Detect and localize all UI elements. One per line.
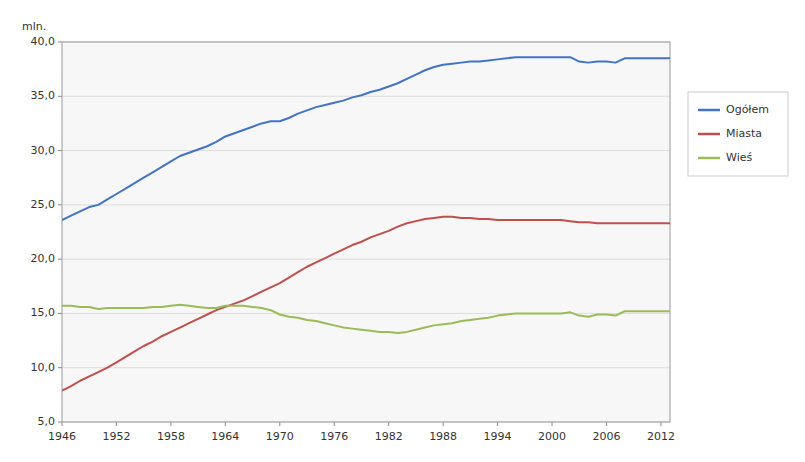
- y-tick: [58, 259, 62, 260]
- y-tick: [58, 96, 62, 97]
- x-tick-label: 1976: [320, 430, 348, 443]
- y-tick-label: 10,0: [31, 361, 56, 374]
- plot-area: [62, 42, 670, 422]
- x-tick-label: 1952: [102, 430, 130, 443]
- x-tick-label: 1970: [266, 430, 294, 443]
- y-tick: [58, 42, 62, 43]
- x-tick: [497, 422, 498, 426]
- legend-label: Miasta: [726, 127, 762, 140]
- grid-line: [62, 313, 670, 314]
- x-tick: [606, 422, 607, 426]
- legend-swatch: [698, 109, 720, 112]
- x-tick: [279, 422, 280, 426]
- y-tick-label: 5,0: [38, 415, 56, 428]
- legend-swatch: [698, 133, 720, 136]
- y-tick: [58, 313, 62, 314]
- y-tick-label: 40,0: [31, 35, 56, 48]
- x-tick: [552, 422, 553, 426]
- x-tick: [116, 422, 117, 426]
- grid-line: [62, 96, 670, 97]
- x-tick: [388, 422, 389, 426]
- y-tick-label: 25,0: [31, 198, 56, 211]
- grid-line: [62, 150, 670, 151]
- y-tick-label: 30,0: [31, 144, 56, 157]
- axes: 5,0 10,0 15,0 20,0 25,0 30,0 35,0 40,0 1946 1952 1…: [31, 35, 675, 443]
- series-line: [62, 217, 670, 391]
- grid-line: [62, 204, 670, 205]
- grid: [62, 42, 670, 422]
- y-tick: [58, 150, 62, 151]
- x-tick-label: 1988: [429, 430, 457, 443]
- x-tick-label: 1958: [157, 430, 185, 443]
- x-tick: [170, 422, 171, 426]
- legend: Ogółem Miasta Wieś: [688, 92, 788, 176]
- grid-line: [62, 259, 670, 260]
- series-line: [62, 305, 670, 333]
- plot-frame: [62, 42, 670, 422]
- y-axis-label: mln.: [22, 20, 46, 33]
- x-tick: [62, 422, 63, 426]
- x-tick: [334, 422, 335, 426]
- legend-label: Wieś: [726, 151, 752, 164]
- legend-label: Ogółem: [726, 103, 769, 116]
- series-line: [62, 57, 670, 220]
- x-tick-label: 1964: [211, 430, 239, 443]
- series-group: [62, 57, 670, 390]
- grid-line: [62, 367, 670, 368]
- y-tick: [58, 422, 62, 423]
- chart: 5,0 10,0 15,0 20,0 25,0 30,0 35,0 40,0 1946 1952 1…: [0, 0, 805, 462]
- x-tick-label: 2012: [647, 430, 675, 443]
- y-tick: [58, 367, 62, 368]
- y-tick-label: 15,0: [31, 306, 56, 319]
- x-tick-label: 1982: [375, 430, 403, 443]
- y-tick: [58, 204, 62, 205]
- x-tick: [443, 422, 444, 426]
- x-tick-label: 1946: [48, 430, 76, 443]
- x-tick-label: 1994: [484, 430, 512, 443]
- y-tick-label: 35,0: [31, 89, 56, 102]
- legend-swatch: [698, 157, 720, 160]
- x-tick-label: 2000: [538, 430, 566, 443]
- legend-box: [688, 92, 788, 176]
- x-tick: [660, 422, 661, 426]
- y-tick-label: 20,0: [31, 252, 56, 265]
- x-tick: [225, 422, 226, 426]
- x-tick-label: 2006: [592, 430, 620, 443]
